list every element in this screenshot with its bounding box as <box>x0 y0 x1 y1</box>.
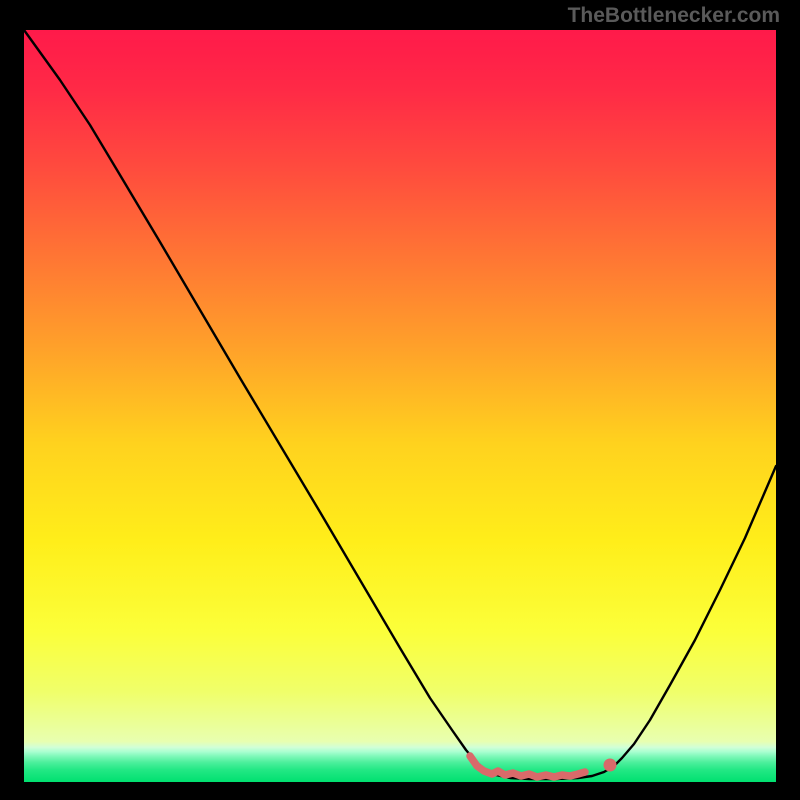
watermark-text: TheBottlenecker.com <box>568 4 780 27</box>
chart-svg: TheBottlenecker.com <box>0 0 800 800</box>
data-point-marker <box>604 759 617 772</box>
chart-container: TheBottlenecker.com <box>0 0 800 800</box>
plot-area <box>24 30 776 782</box>
